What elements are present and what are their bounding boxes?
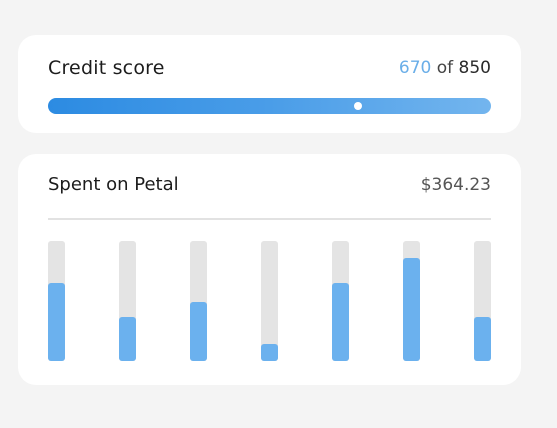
credit-score-separator: of	[436, 58, 454, 78]
credit-score-title: Credit score	[48, 57, 165, 79]
spending-bar-track	[119, 241, 136, 361]
spending-bar-fill	[261, 344, 278, 361]
spent-header: Spent on Petal $364.23	[48, 174, 491, 195]
credit-score-max: 850	[458, 58, 491, 78]
spending-bar-track	[332, 241, 349, 361]
spending-bars	[48, 241, 491, 361]
spending-bar-fill	[48, 283, 65, 361]
credit-score-value: 670 of 850	[399, 58, 491, 78]
spent-card: Spent on Petal $364.23	[18, 154, 521, 385]
spending-bar-track	[403, 241, 420, 361]
spending-bar-fill	[474, 316, 491, 361]
spending-bar-fill	[332, 283, 349, 361]
spending-bar-track	[474, 241, 491, 361]
divider	[48, 218, 491, 220]
spent-amount: $364.23	[420, 174, 491, 195]
spending-bar-fill	[403, 257, 420, 361]
spending-bar-track	[261, 241, 278, 361]
spent-title: Spent on Petal	[48, 174, 179, 195]
spending-bar-track	[48, 241, 65, 361]
credit-score-bar	[48, 98, 491, 114]
spending-bar-track	[190, 241, 207, 361]
credit-score-card: Credit score 670 of 850	[18, 35, 521, 133]
credit-score-number: 670	[398, 58, 432, 78]
spending-bar-fill	[119, 316, 136, 361]
spending-bar-fill	[190, 302, 207, 361]
credit-score-marker	[354, 102, 363, 110]
credit-score-header: Credit score 670 of 850	[48, 57, 491, 79]
